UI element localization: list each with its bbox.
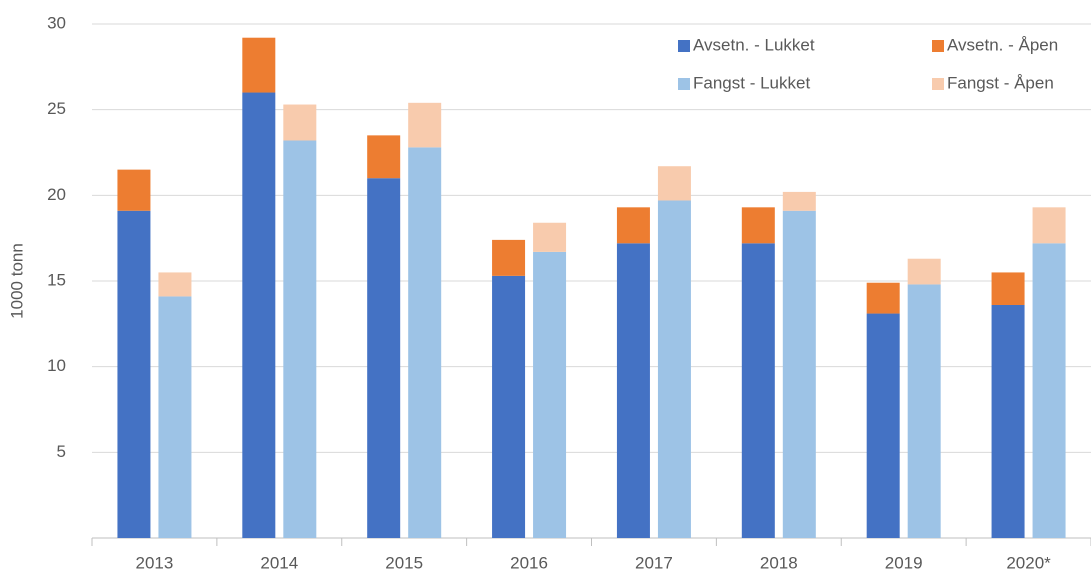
bar xyxy=(283,104,317,141)
legend-swatch xyxy=(932,78,944,90)
legend-swatch xyxy=(678,78,690,90)
legend-label: Fangst - Lukket xyxy=(693,73,810,92)
legend-label: Avsetn. - Åpen xyxy=(947,35,1058,54)
bar xyxy=(158,272,192,297)
legend-swatch xyxy=(678,40,690,52)
bar xyxy=(741,207,775,244)
y-tick-label: 15 xyxy=(47,270,66,289)
bar xyxy=(117,169,151,211)
bar xyxy=(991,272,1025,305)
legend-swatch xyxy=(932,40,944,52)
x-tick-label: 2014 xyxy=(260,553,298,572)
y-axis-title: 1000 tonn xyxy=(7,243,26,319)
bar xyxy=(866,282,900,314)
bar xyxy=(907,258,941,285)
bar xyxy=(657,166,691,201)
bar xyxy=(492,275,526,538)
bar xyxy=(408,147,442,539)
bar xyxy=(991,304,1025,538)
x-tick-label: 2016 xyxy=(510,553,548,572)
bar xyxy=(408,102,442,148)
bar xyxy=(117,210,151,538)
bar xyxy=(367,135,401,179)
bar xyxy=(741,243,775,538)
x-tick-label: 2017 xyxy=(635,553,673,572)
y-tick-label: 25 xyxy=(47,99,66,118)
bar xyxy=(657,200,691,538)
bar xyxy=(1032,243,1066,538)
bar xyxy=(533,251,567,538)
y-tick-label: 20 xyxy=(47,185,66,204)
bar xyxy=(242,37,276,93)
y-tick-label: 5 xyxy=(57,442,66,461)
bar xyxy=(866,313,900,538)
bar xyxy=(907,284,941,538)
bar xyxy=(533,222,567,252)
bar xyxy=(367,178,401,538)
x-tick-label: 2018 xyxy=(760,553,798,572)
bar xyxy=(782,210,816,538)
x-tick-label: 2015 xyxy=(385,553,423,572)
bar xyxy=(616,207,650,244)
x-tick-label: 2020* xyxy=(1006,553,1051,572)
bar xyxy=(158,296,192,538)
bar xyxy=(1032,207,1066,244)
legend-label: Fangst - Åpen xyxy=(947,73,1054,92)
y-tick-label: 10 xyxy=(47,356,66,375)
x-tick-label: 2013 xyxy=(136,553,174,572)
y-tick-label: 30 xyxy=(47,13,66,32)
bar xyxy=(283,140,317,539)
bar xyxy=(492,239,526,276)
bar xyxy=(242,92,276,539)
bar xyxy=(616,243,650,538)
x-tick-label: 2019 xyxy=(885,553,923,572)
legend-label: Avsetn. - Lukket xyxy=(693,35,815,54)
bar xyxy=(782,191,816,211)
